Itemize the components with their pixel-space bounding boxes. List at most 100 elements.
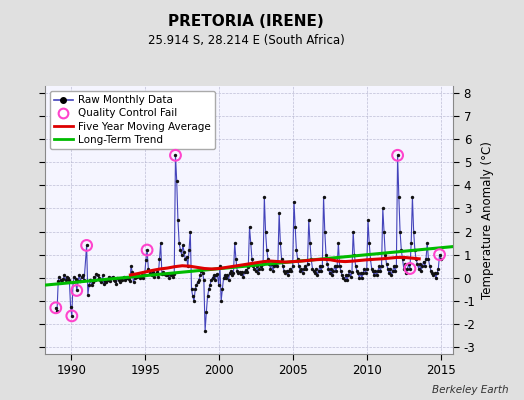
Point [101, 278, 110, 284]
Point [230, 270, 238, 276]
Point [394, 152, 402, 158]
Point [356, 270, 365, 276]
Point [161, 272, 170, 279]
Point [406, 265, 414, 272]
Point [179, 242, 187, 249]
Point [271, 261, 280, 267]
Point [256, 263, 265, 270]
Point [85, 282, 93, 288]
Point [253, 263, 261, 270]
Point [147, 271, 155, 278]
Point [220, 274, 228, 281]
Point [264, 256, 272, 262]
Point [354, 270, 362, 276]
Point [367, 265, 376, 272]
Point [175, 240, 183, 246]
Point [270, 263, 278, 270]
Point [390, 263, 398, 270]
Point [322, 252, 330, 258]
Point [80, 277, 89, 283]
Point [343, 277, 351, 283]
Point [67, 304, 75, 310]
Point [427, 268, 435, 274]
Point [70, 274, 79, 280]
Point [204, 286, 213, 292]
Point [297, 265, 305, 272]
Text: 25.914 S, 28.214 E (South Africa): 25.914 S, 28.214 E (South Africa) [148, 34, 345, 47]
Point [169, 274, 177, 280]
Point [409, 228, 418, 235]
Point [113, 274, 122, 281]
Point [79, 272, 87, 279]
Point [217, 298, 225, 304]
Point [276, 240, 285, 246]
Point [329, 268, 337, 274]
Point [143, 247, 151, 253]
Point [387, 272, 396, 279]
Point [53, 308, 61, 314]
Point [222, 274, 230, 281]
Point [275, 210, 283, 216]
Point [94, 272, 102, 279]
Point [90, 274, 98, 280]
Point [225, 270, 234, 276]
Point [92, 271, 101, 278]
Point [317, 268, 325, 274]
Point [283, 272, 292, 279]
Point [51, 304, 60, 311]
Point [68, 313, 76, 319]
Point [418, 263, 427, 270]
Point [235, 269, 244, 275]
Point [296, 268, 304, 274]
Point [400, 265, 408, 272]
Point [129, 279, 138, 286]
Point [260, 194, 268, 200]
Point [59, 276, 68, 282]
Point [82, 242, 91, 249]
Point [268, 261, 276, 267]
Point [419, 258, 428, 265]
Point [74, 278, 82, 284]
Point [323, 261, 332, 267]
Point [77, 278, 85, 284]
Point [228, 272, 236, 279]
Point [425, 263, 434, 270]
Point [137, 274, 145, 280]
Point [133, 274, 141, 280]
Point [327, 265, 335, 272]
Point [417, 268, 425, 274]
Point [319, 194, 328, 200]
Point [398, 256, 407, 262]
Point [72, 287, 81, 294]
Point [84, 292, 92, 298]
Point [362, 270, 370, 276]
Point [314, 268, 323, 274]
Point [89, 279, 97, 286]
Point [203, 293, 212, 300]
Point [201, 328, 209, 334]
Point [306, 240, 314, 246]
Point [210, 272, 218, 279]
Point [128, 269, 136, 275]
Point [310, 268, 318, 274]
Point [308, 265, 316, 272]
Point [118, 277, 127, 283]
Point [292, 247, 301, 253]
Point [436, 256, 445, 262]
Point [171, 152, 180, 158]
Point [371, 268, 379, 274]
Point [160, 271, 169, 278]
Point [214, 282, 223, 288]
Point [339, 274, 347, 281]
Point [301, 263, 309, 270]
Point [221, 272, 229, 279]
Point [405, 261, 413, 267]
Point [122, 274, 130, 281]
Point [166, 272, 174, 279]
Point [287, 268, 296, 274]
Point [407, 240, 416, 246]
Point [304, 217, 313, 223]
Point [331, 263, 339, 270]
Point [403, 265, 412, 272]
Point [233, 268, 242, 274]
